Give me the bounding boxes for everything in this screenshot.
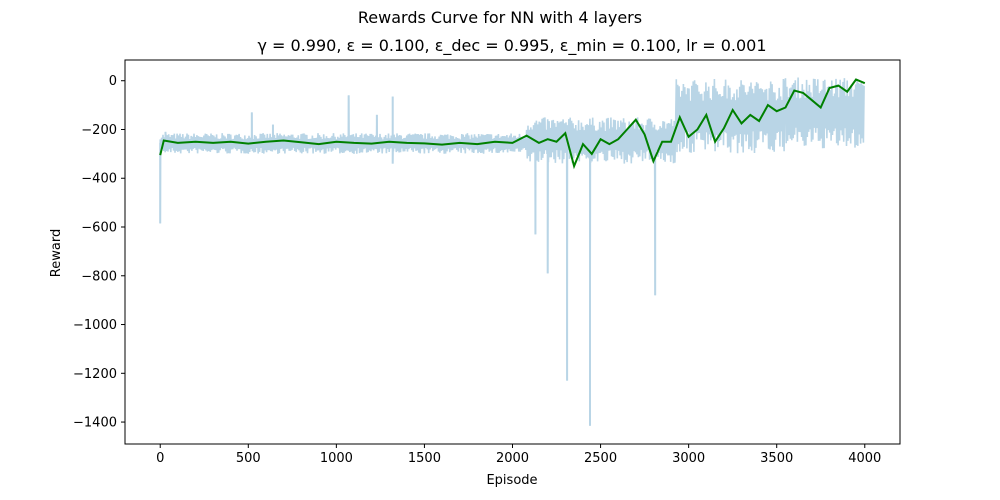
x-tick-label: 1500	[408, 451, 441, 466]
x-axis-label: Episode	[486, 473, 537, 488]
y-tick-label: −800	[81, 269, 117, 284]
y-tick-label: −400	[81, 172, 117, 187]
x-tick-label: 0	[156, 451, 164, 466]
x-tick-label: 1000	[320, 451, 353, 466]
y-axis-label: Reward	[49, 229, 64, 277]
x-tick-label: 2000	[496, 451, 529, 466]
y-tick-label: −1000	[73, 318, 117, 333]
y-tick-label: −600	[81, 221, 117, 236]
x-tick-label: 3000	[672, 451, 705, 466]
y-tick-label: −1200	[73, 367, 117, 382]
smoothed-reward-series	[159, 78, 866, 170]
x-tick-label: 3500	[760, 451, 793, 466]
y-tick-label: −1400	[73, 416, 117, 431]
x-tick-label: 2500	[584, 451, 617, 466]
y-tick-label: 0	[109, 74, 117, 89]
plot-data-layer	[159, 77, 866, 426]
plot-axes-layer: 0 500 1000 1500 2000 2500 3000 3500 4000 0 −200 −40…	[73, 59, 901, 466]
x-tick-label: 500	[236, 451, 261, 466]
y-tick-label: −200	[81, 123, 117, 138]
chart-subtitle: γ = 0.990, ε = 0.100, ε_dec = 0.995, ε_m…	[257, 36, 766, 56]
x-tick-label: 4000	[848, 451, 881, 466]
chart-title: Rewards Curve for NN with 4 layers	[358, 8, 642, 27]
raw-reward-series	[159, 77, 865, 426]
